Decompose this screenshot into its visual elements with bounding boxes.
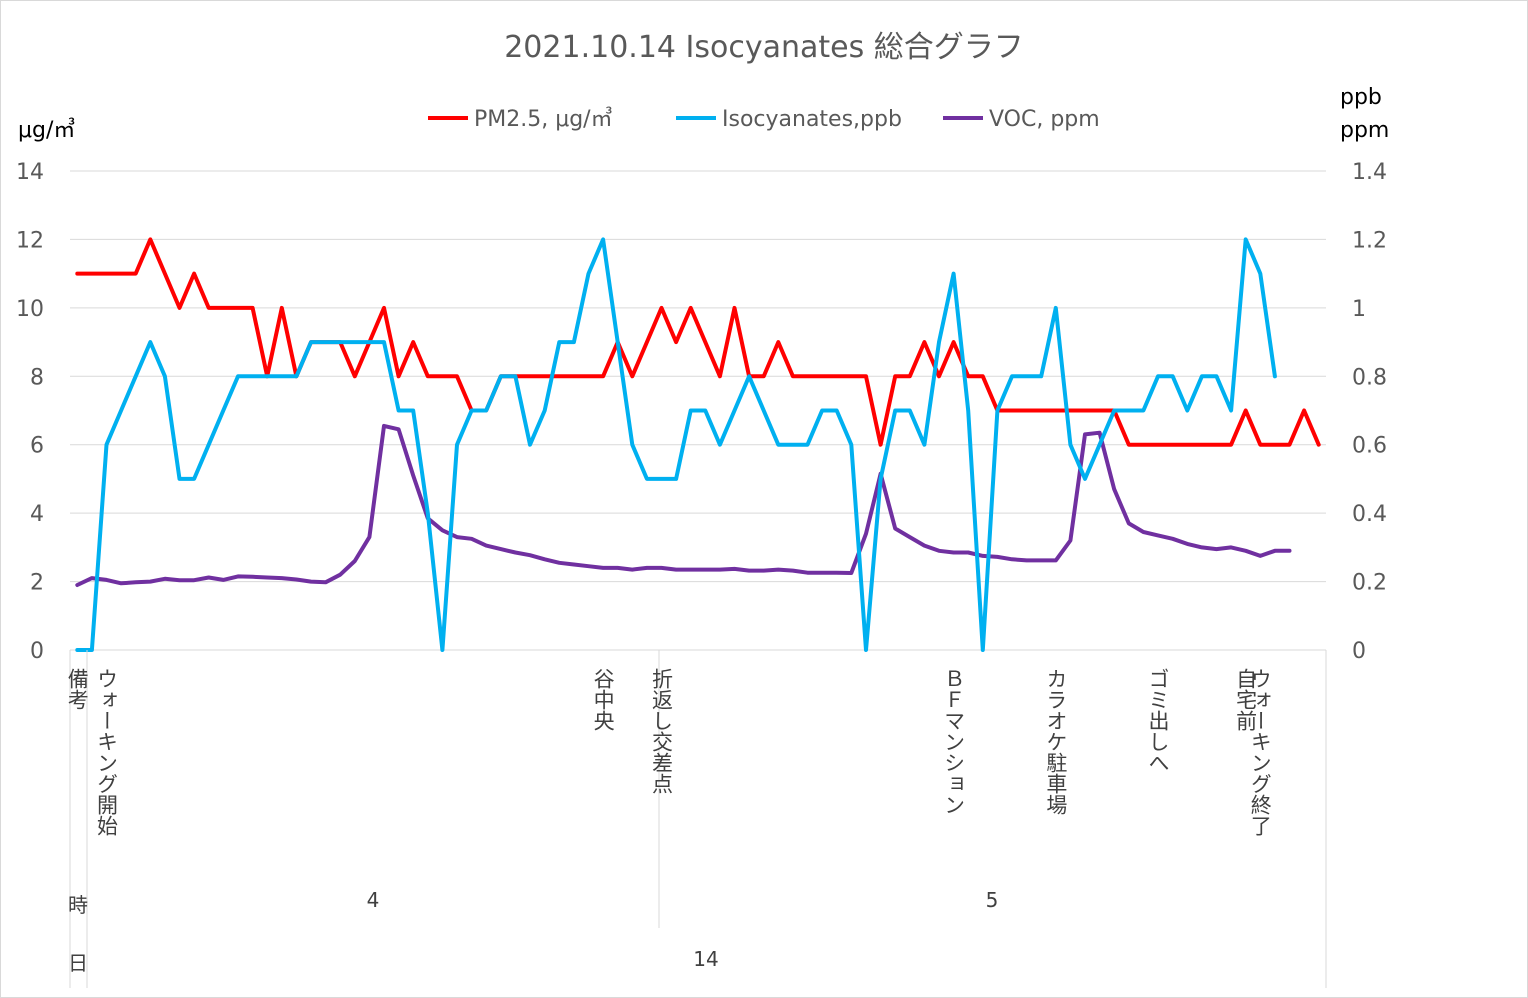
legend-label: Isocyanates,ppb [722, 107, 902, 132]
right-axis-unit-line2: ppm [1340, 118, 1389, 143]
category-label: ゴミ出しへ [1146, 668, 1170, 773]
category-table: 備考 ウォーキング開始 谷中央 折返し交差点 ＢＦマンション カラオケ駐車場 ゴミ出しへ 自宅… [65, 650, 1327, 988]
legend-label: VOC, ppm [989, 107, 1100, 132]
hour-group-label: 4 [367, 888, 380, 912]
hour-row-label: 時 [68, 893, 88, 917]
chart-title: 2021.10.14 Isocyanates 総合グラフ [504, 30, 1024, 65]
right-tick-label: 0.6 [1352, 434, 1387, 459]
right-tick-label: 0 [1352, 639, 1366, 664]
series-line-pm25 [75, 237, 1321, 447]
left-tick-label: 2 [30, 571, 44, 596]
left-tick-label: 6 [30, 434, 44, 459]
left-tick-label: 4 [30, 502, 44, 527]
right-axis-ticks: 1.4 1.2 1 0.8 0.6 0.4 0.2 0 [1352, 160, 1387, 664]
category-label: ウォーキング終了 [1248, 668, 1272, 836]
day-group-label: 14 [693, 947, 718, 971]
left-tick-label: 0 [30, 639, 44, 664]
right-tick-label: 0.2 [1352, 571, 1387, 596]
left-axis-unit: μg/㎥ [18, 117, 75, 143]
day-row-label: 日 [68, 951, 88, 975]
category-label: 折返し交差点 [649, 668, 673, 794]
category-label: 自宅前 [1234, 668, 1258, 731]
left-tick-label: 8 [30, 365, 44, 390]
right-tick-label: 1.2 [1352, 228, 1387, 253]
right-tick-label: 0.8 [1352, 365, 1387, 390]
series-line-voc [75, 423, 1292, 587]
series-line-isocyanates [75, 237, 1277, 652]
series-lines [75, 237, 1321, 652]
legend: PM2.5, μg/㎥ Isocyanates,ppb VOC, ppm [428, 106, 1100, 132]
left-tick-label: 12 [16, 228, 44, 253]
left-axis-ticks: 14 12 10 8 6 4 2 0 [16, 160, 44, 664]
category-label: ウォーキング開始 [95, 668, 119, 836]
right-tick-label: 1 [1352, 297, 1366, 322]
category-label: ＢＦマンション [942, 668, 966, 815]
right-tick-label: 0.4 [1352, 502, 1387, 527]
category-label: 備考 [65, 668, 89, 710]
left-tick-label: 14 [16, 160, 44, 185]
legend-label: PM2.5, μg/㎥ [474, 106, 613, 132]
right-tick-label: 1.4 [1352, 160, 1387, 185]
right-axis-unit-line1: ppb [1340, 85, 1382, 110]
hour-group-label: 5 [986, 888, 999, 912]
category-label: 谷中央 [591, 668, 615, 731]
left-tick-label: 10 [16, 297, 44, 322]
category-label: カラオケ駐車場 [1044, 668, 1068, 815]
